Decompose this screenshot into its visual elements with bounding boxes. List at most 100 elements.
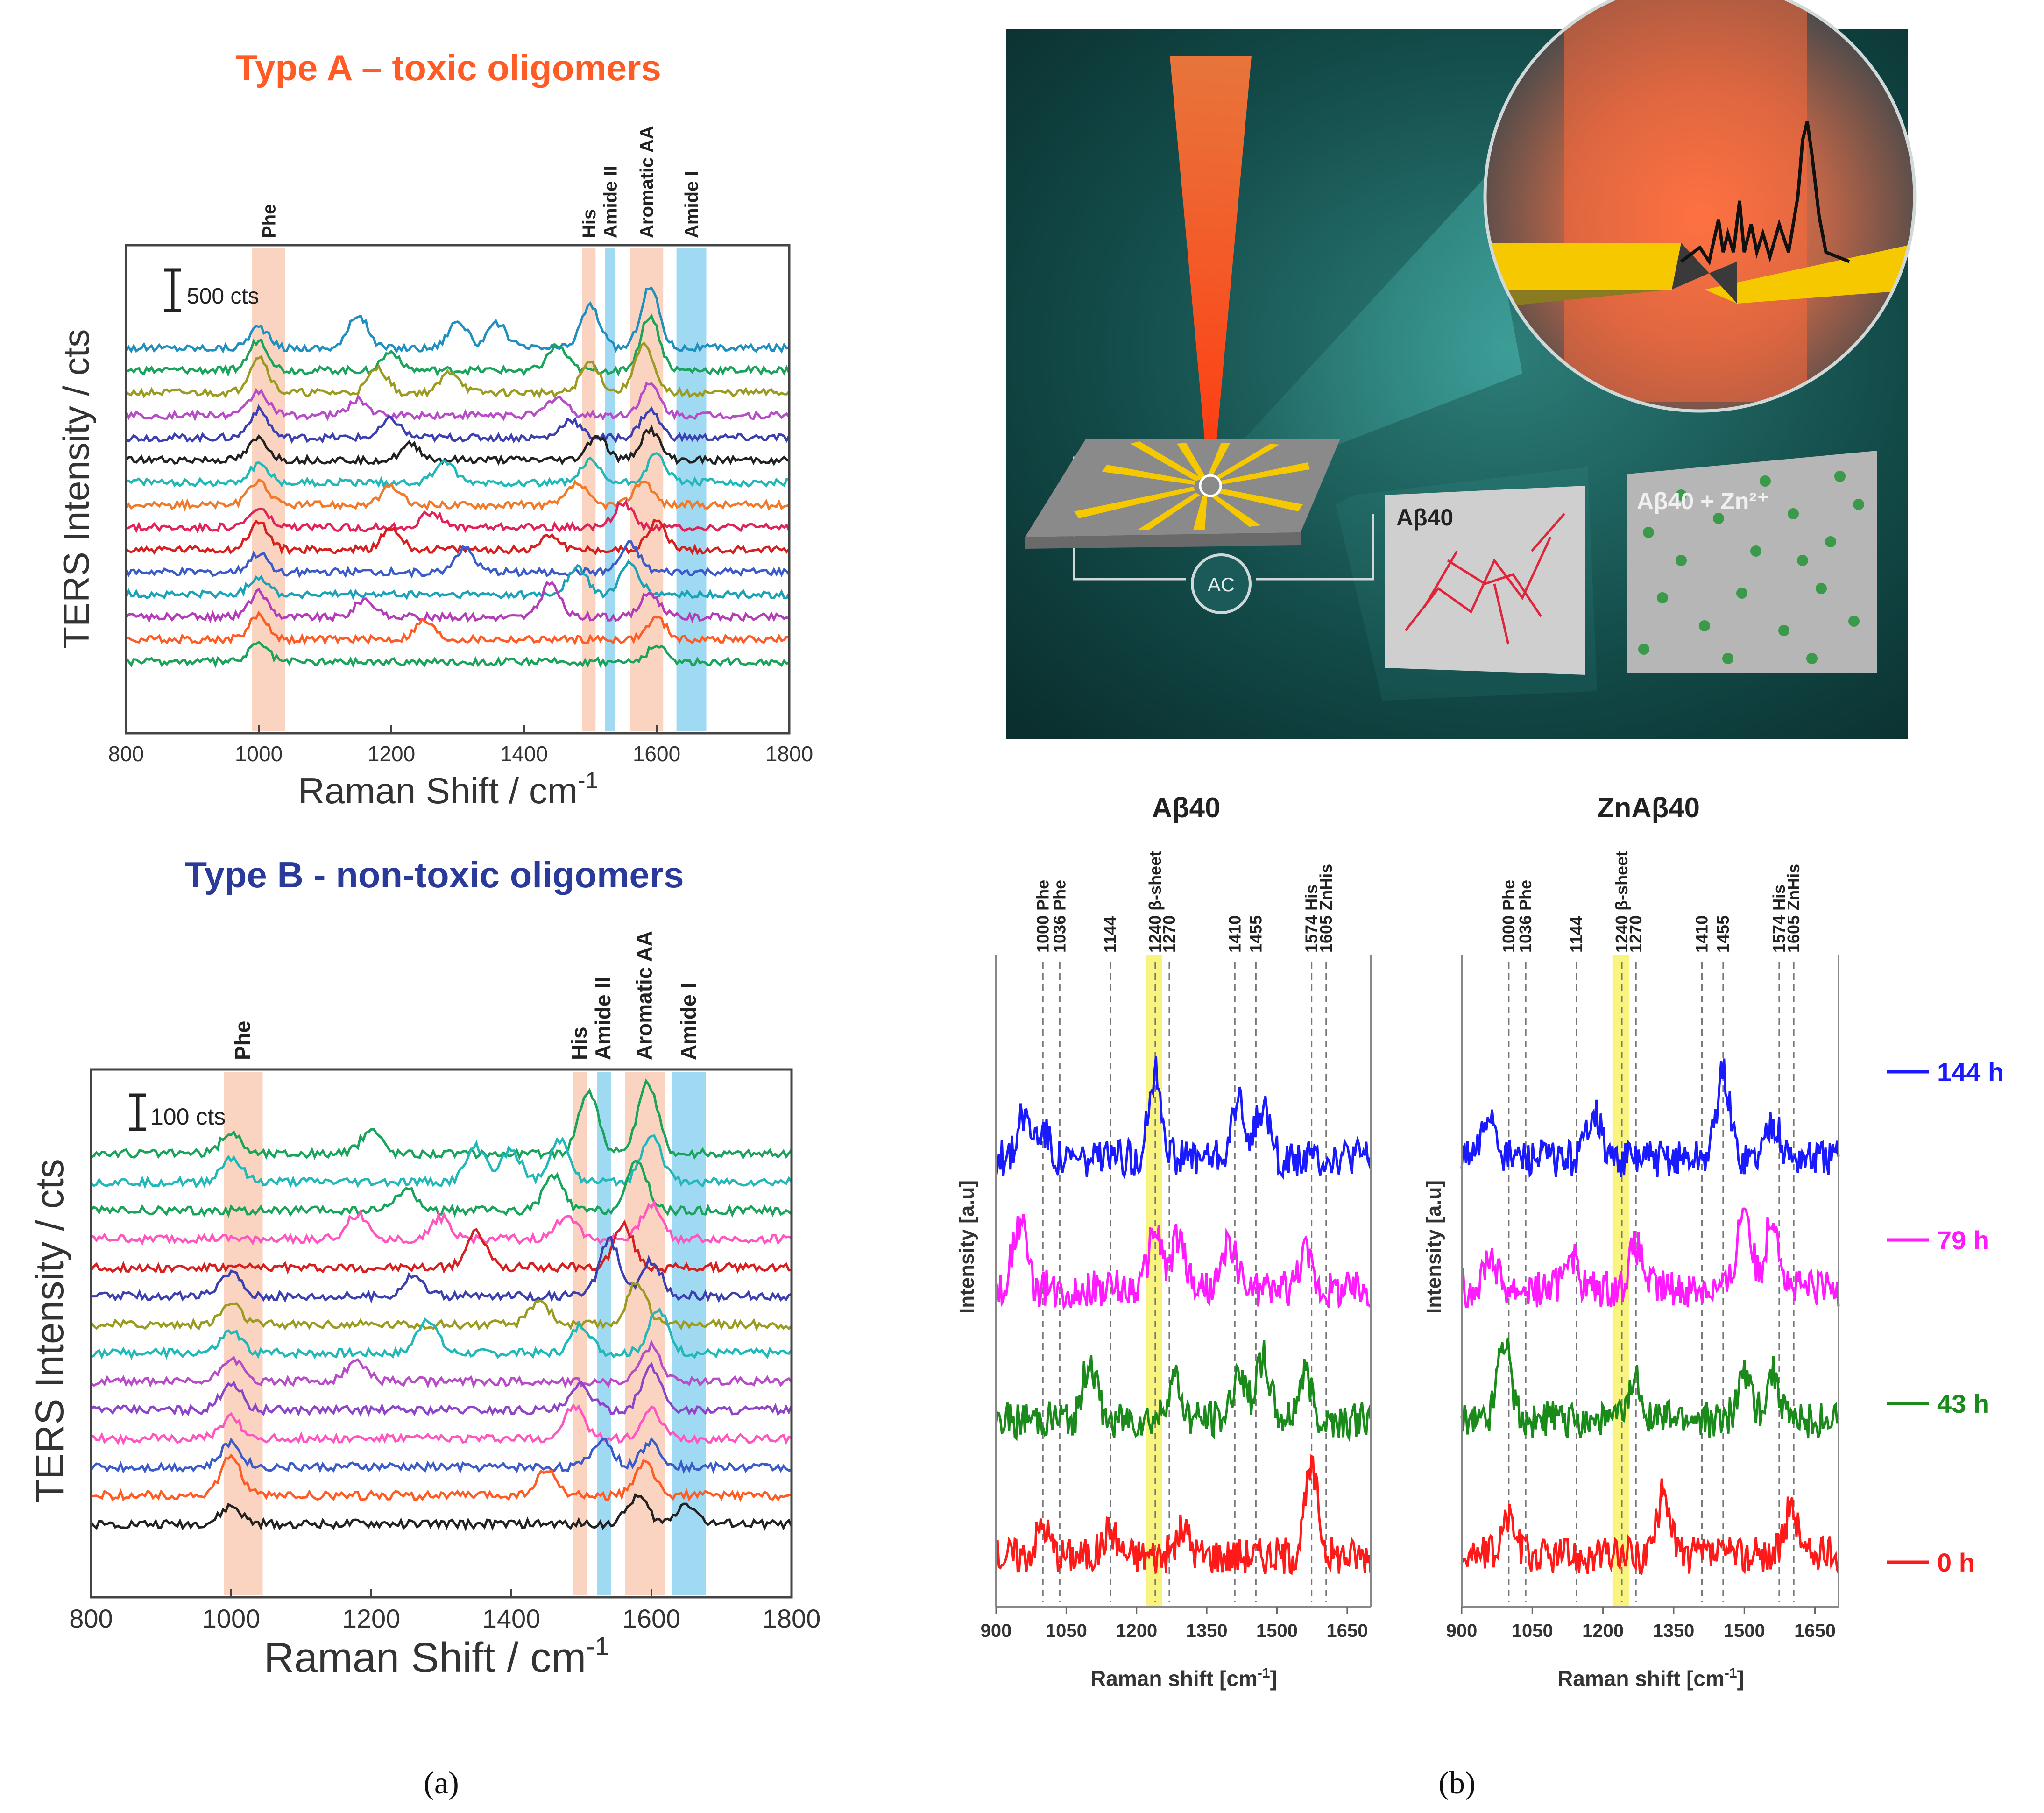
peak-marker-label: 1605 ZnHis xyxy=(1316,864,1336,953)
ac-source-icon xyxy=(1191,553,1252,614)
spectrum-trace xyxy=(90,1339,792,1389)
x-tick-label: 1000 xyxy=(202,1604,261,1633)
type-a-chart: Type A – toxic oligomers Phe His Amide II A… xyxy=(56,47,813,811)
scale-bar: 100 cts xyxy=(129,1093,226,1131)
scale-bar-label: 100 cts xyxy=(150,1104,226,1130)
spectrum-trace xyxy=(126,452,790,489)
beta-sheet-highlight xyxy=(1146,955,1162,1607)
time-legend: 144 h 79 h 43 h 0 h xyxy=(1887,1057,2004,1577)
peak-marker-label: 1000 Phe xyxy=(1033,880,1052,953)
spectrum-trace xyxy=(1460,1478,1840,1575)
spectrum-trace xyxy=(125,640,790,668)
x-tick-label: 1200 xyxy=(1116,1621,1157,1641)
x-tick-label: 1650 xyxy=(1326,1621,1368,1641)
abeta-zn-tem-image: Aβ40 + Zn²⁺ xyxy=(1627,451,1877,673)
band-phe xyxy=(252,248,285,731)
x-tick-label: 1600 xyxy=(633,742,680,766)
spectrum-trace xyxy=(995,1339,1372,1443)
peak-marker-label: 1036 Phe xyxy=(1516,880,1535,953)
panel-a-label: (a) xyxy=(424,1765,459,1800)
band-label: Amide I xyxy=(682,171,702,238)
legend-label: 144 h xyxy=(1937,1057,2004,1087)
x-tick-label: 1800 xyxy=(763,1604,821,1633)
spectrum-trace xyxy=(1460,1058,1840,1178)
band-label: Phe xyxy=(230,1021,255,1060)
peak-marker-label: 1574 His xyxy=(1769,885,1789,953)
y-axis-label: TERS Intensity / cts xyxy=(28,1159,71,1503)
band-his xyxy=(573,1072,587,1595)
peak-marker-label: 1605 ZnHis xyxy=(1784,864,1803,953)
plot-frame xyxy=(125,244,791,735)
x-tick-label: 1350 xyxy=(1653,1621,1694,1641)
spectrum-trace xyxy=(125,404,791,444)
spectrum-trace xyxy=(995,1214,1372,1310)
peak-marker-label: 1144 xyxy=(1567,916,1586,953)
band-label: Amide II xyxy=(591,977,615,1060)
abeta-zn-label: Aβ40 + Zn²⁺ xyxy=(1637,488,1769,514)
type-b-chart: Type B - non-toxic oligomers Phe His Amide… xyxy=(28,854,820,1681)
band-labels: Phe His Amide II Aromatic AA Amide I xyxy=(230,931,700,1060)
legend-label: 79 h xyxy=(1937,1225,1989,1255)
x-axis-label: Raman shift [cm-1] xyxy=(1557,1665,1744,1691)
peak-marker-label: 1574 His xyxy=(1302,885,1321,953)
peak-marker-label: 1000 Phe xyxy=(1499,880,1518,953)
zn-aggregates xyxy=(1638,471,1864,664)
x-axis-label: Raman Shift / cm-1 xyxy=(264,1631,609,1681)
x-tick-label: 1050 xyxy=(1046,1621,1087,1641)
spectra-traces xyxy=(125,286,791,668)
band-label: Amide II xyxy=(601,165,621,238)
peak-marker-label: 1270 xyxy=(1160,915,1179,953)
panel-b-label: (b) xyxy=(1438,1765,1475,1800)
inset-spectrum xyxy=(1680,121,1850,266)
spectrum-trace xyxy=(1460,1207,1840,1309)
chart-title: Type B - non-toxic oligomers xyxy=(185,854,684,895)
spectrum-trace xyxy=(91,1199,792,1246)
spectrum-trace xyxy=(995,1454,1372,1575)
abeta-label: Aβ40 xyxy=(1396,504,1453,531)
x-tick-label: 1050 xyxy=(1512,1621,1553,1641)
spectrum-trace xyxy=(125,478,790,512)
spectrum-trace xyxy=(1460,1337,1840,1439)
y-axis-label: Intensity [a.u] xyxy=(955,1180,978,1314)
peak-marker-label: 1410 xyxy=(1692,915,1711,953)
spectrum-trace xyxy=(126,313,791,377)
chip-top xyxy=(1025,439,1340,537)
plot-frame xyxy=(90,1068,793,1599)
band-label: His xyxy=(579,209,600,238)
spectrum-trace xyxy=(125,540,790,579)
x-tick-label: 1650 xyxy=(1794,1621,1836,1641)
x-axis-label: Raman Shift / cm-1 xyxy=(298,767,599,811)
x-axis-ticks: 900 1050 1200 1350 1500 1650 xyxy=(981,1607,1368,1641)
peak-marker-label: 1270 xyxy=(1626,915,1645,953)
peak-marker-label: 1144 xyxy=(1101,916,1120,953)
ters-illustration: AC xyxy=(1006,0,1917,739)
x-tick-label: 1200 xyxy=(342,1604,401,1633)
peak-marker-label: 1240 β-sheet xyxy=(1146,851,1165,953)
spectrum-trace xyxy=(90,1160,792,1218)
x-axis-label: Raman shift [cm-1] xyxy=(1090,1665,1277,1691)
x-tick-label: 1000 xyxy=(235,742,283,766)
spectrum-trace xyxy=(90,1437,792,1474)
x-tick-label: 1500 xyxy=(1724,1621,1765,1641)
spectrum-trace xyxy=(125,341,790,399)
x-tick-label: 1350 xyxy=(1186,1621,1228,1641)
spectrum-trace xyxy=(90,1362,793,1417)
ac-label: AC xyxy=(1208,574,1235,595)
band-label: Aromatic AA xyxy=(632,931,657,1060)
x-tick-label: 1400 xyxy=(500,742,548,766)
band-label: His xyxy=(567,1027,591,1060)
spectrum-trace xyxy=(90,1078,793,1161)
chart-title: ZnAβ40 xyxy=(1597,792,1700,823)
x-tick-label: 1400 xyxy=(482,1604,541,1633)
band-label: Amide I xyxy=(676,983,700,1060)
x-tick-label: 1600 xyxy=(622,1604,681,1633)
spectrum-trace xyxy=(90,1307,793,1360)
magnified-junction xyxy=(1483,0,1917,413)
abeta-tem-image: Aβ40 xyxy=(1385,486,1585,675)
x-tick-label: 900 xyxy=(1446,1621,1478,1641)
band-aromatic-aa xyxy=(625,1072,665,1595)
spectrum-trace xyxy=(91,1236,792,1304)
